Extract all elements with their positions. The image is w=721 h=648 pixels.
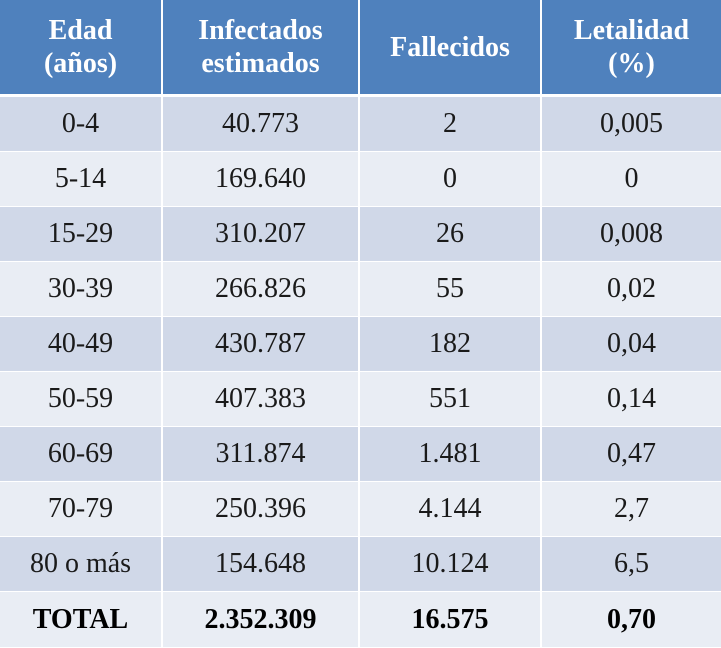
infected-cell: 169.640 [162,151,360,207]
infected-cell: 310.207 [162,206,360,262]
deceased-cell: 2 [359,95,542,152]
deceased-cell: 26 [359,206,542,262]
header-estimated-infected: Infectados estimados [162,0,360,97]
table-row: 30-39 266.826 55 0,02 [0,261,721,317]
deceased-cell: 4.144 [359,481,542,537]
lethality-cell: 0,02 [541,261,721,317]
lethality-cell: 0 [541,151,721,207]
table-row: 15-29 310.207 26 0,008 [0,206,721,262]
deceased-cell: 182 [359,316,542,372]
deceased-cell: 1.481 [359,426,542,482]
lethality-cell: 6,5 [541,536,721,592]
infected-cell: 266.826 [162,261,360,317]
age-cell: 5-14 [0,151,163,207]
table-row: 5-14 169.640 0 0 [0,151,721,207]
lethality-cell: 2,7 [541,481,721,537]
deceased-cell: 0 [359,151,542,207]
header-lethality: Letalidad (%) [541,0,721,97]
table-row: 60-69 311.874 1.481 0,47 [0,426,721,482]
infected-cell: 250.396 [162,481,360,537]
total-lethality: 0,70 [541,591,721,648]
deceased-cell: 551 [359,371,542,427]
header-deceased: Fallecidos [359,0,542,97]
age-cell: 50-59 [0,371,163,427]
table-row: 70-79 250.396 4.144 2,7 [0,481,721,537]
age-cell: 70-79 [0,481,163,537]
age-cell: 30-39 [0,261,163,317]
age-cell: 0-4 [0,95,163,152]
lethality-cell: 0,47 [541,426,721,482]
table-row: 50-59 407.383 551 0,14 [0,371,721,427]
infected-cell: 40.773 [162,95,360,152]
total-deceased: 16.575 [359,591,542,648]
total-infected: 2.352.309 [162,591,360,648]
deceased-cell: 55 [359,261,542,317]
lethality-cell: 0,008 [541,206,721,262]
infected-cell: 311.874 [162,426,360,482]
lethality-cell: 0,04 [541,316,721,372]
total-label: TOTAL [0,591,163,648]
infected-cell: 154.648 [162,536,360,592]
table-row: 0-4 40.773 2 0,005 [0,95,721,152]
age-cell: 60-69 [0,426,163,482]
lethality-cell: 0,005 [541,95,721,152]
age-cell: 80 o más [0,536,163,592]
deceased-cell: 10.124 [359,536,542,592]
header-age: Edad (años) [0,0,163,97]
table-row: 40-49 430.787 182 0,04 [0,316,721,372]
infected-cell: 430.787 [162,316,360,372]
age-cell: 15-29 [0,206,163,262]
total-row: TOTAL 2.352.309 16.575 0,70 [0,591,721,648]
age-cell: 40-49 [0,316,163,372]
table-row: 80 o más 154.648 10.124 6,5 [0,536,721,592]
lethality-cell: 0,14 [541,371,721,427]
infected-cell: 407.383 [162,371,360,427]
header-row: Edad (años) Infectados estimados Falleci… [0,0,721,97]
